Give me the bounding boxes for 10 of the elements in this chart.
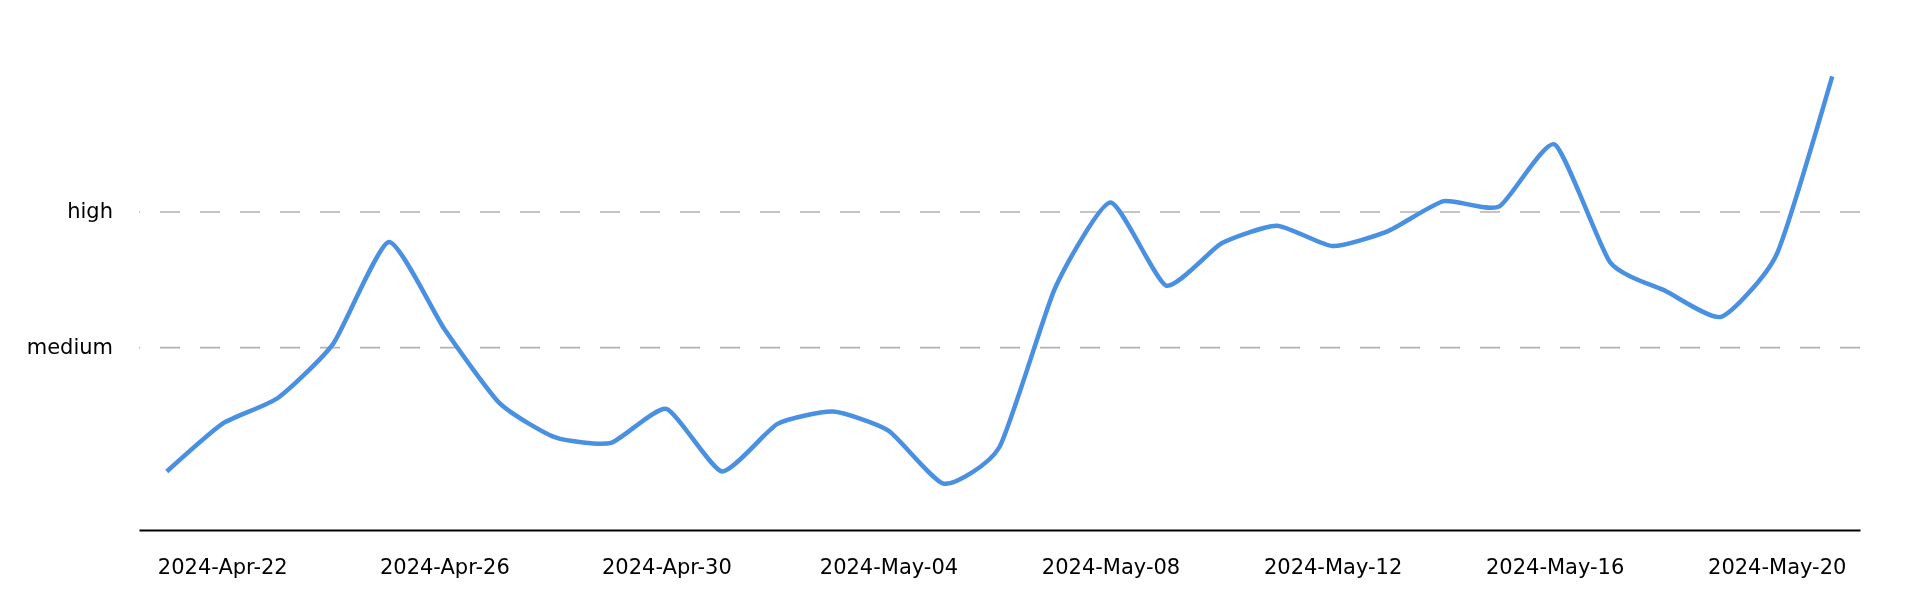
x-tick-label: 2024-Apr-30 bbox=[601, 554, 732, 579]
x-tick-label: 2024-May-04 bbox=[819, 554, 959, 579]
x-tick-label: 2024-May-08 bbox=[1041, 554, 1181, 579]
ref-line-label: medium bbox=[26, 334, 113, 359]
x-tick-label: 2024-Apr-26 bbox=[379, 554, 510, 579]
x-tick-label: 2024-May-20 bbox=[1708, 554, 1847, 579]
x-tick-label: 2024-May-12 bbox=[1263, 554, 1403, 579]
x-tick-label: 2024-May-16 bbox=[1485, 554, 1625, 579]
x-tick-label: 2024-Apr-22 bbox=[157, 554, 288, 579]
ref-line-label: high bbox=[67, 199, 113, 224]
